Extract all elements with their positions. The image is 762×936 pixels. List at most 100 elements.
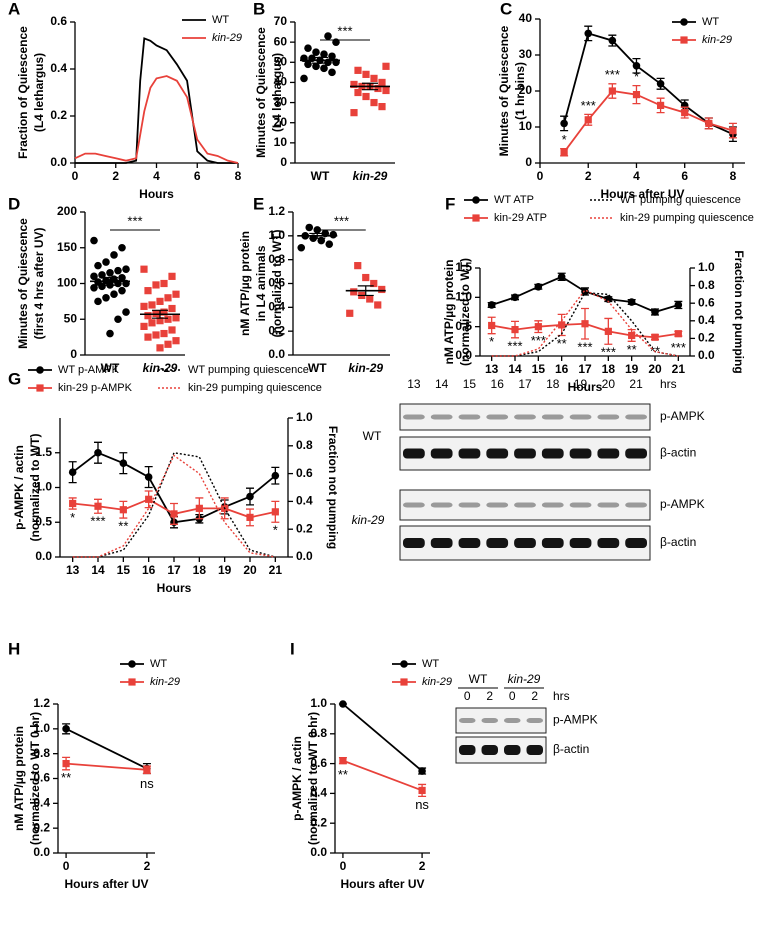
point <box>98 282 106 291</box>
sem-bar <box>102 276 118 286</box>
significance: ** <box>557 336 567 351</box>
blot-band <box>526 718 543 723</box>
sem-bar <box>312 56 328 64</box>
significance: ** <box>61 770 71 785</box>
lane-label: 19 <box>574 377 588 391</box>
sem-bar <box>152 309 168 319</box>
point <box>328 52 336 61</box>
blot-band <box>541 538 564 548</box>
y-tick-label: 70 <box>274 14 288 28</box>
point <box>160 279 168 288</box>
blot-band <box>569 448 592 459</box>
x-tick-label: 8 <box>235 169 242 183</box>
point <box>680 18 688 26</box>
point <box>246 492 254 501</box>
lane-label: 13 <box>407 377 421 391</box>
point <box>164 315 172 323</box>
point <box>628 331 636 340</box>
lane-label: 0 <box>509 689 516 703</box>
x-tick-label: kin-29 <box>143 361 178 375</box>
y-tick-label: 150 <box>57 240 77 254</box>
y-axis-title: (normalized to WT 0 hr) <box>28 712 42 845</box>
x-tick-label: 2 <box>585 169 592 183</box>
point <box>98 271 106 279</box>
blot-band <box>514 502 536 508</box>
point <box>604 295 613 303</box>
point <box>69 499 77 508</box>
x-tick-label: 16 <box>142 563 156 577</box>
y-tick-label: 1.0 <box>268 228 285 242</box>
point <box>651 308 659 316</box>
point <box>62 760 70 768</box>
lane-label: 2 <box>486 689 493 703</box>
y-tick-label: 1.0 <box>310 696 327 710</box>
point <box>656 101 665 109</box>
point <box>156 297 164 305</box>
point <box>164 340 172 348</box>
y-tick-label: 1.0 <box>296 410 313 424</box>
blot-band <box>481 718 498 723</box>
x-axis-title: Hours <box>568 380 603 394</box>
x-tick-label: 21 <box>269 563 283 577</box>
lane-label: 18 <box>546 377 560 391</box>
point <box>350 109 358 117</box>
y-axis-title: (first 4 hrs after UV) <box>32 227 46 339</box>
point <box>400 678 408 686</box>
y-tick-label: 0.4 <box>33 796 50 810</box>
blot-band <box>430 448 453 459</box>
lane-label: 14 <box>435 377 449 391</box>
y2-axis-title: Fraction not pumping <box>326 426 340 549</box>
significance: * <box>634 69 639 84</box>
legend-label: WT <box>422 658 439 670</box>
series-line <box>74 75 239 164</box>
y-tick-label: 30 <box>274 95 288 109</box>
point <box>90 272 98 281</box>
series-line <box>66 762 147 771</box>
point <box>106 268 114 277</box>
significance: *** <box>577 339 592 354</box>
legend-label: kin-29 <box>150 676 180 688</box>
point <box>246 513 254 521</box>
point <box>297 243 306 252</box>
blot-band <box>458 448 481 459</box>
blot-band <box>569 502 592 508</box>
point <box>346 309 354 317</box>
lane-label: 15 <box>463 377 477 391</box>
y-tick-label: 50 <box>64 311 78 325</box>
point <box>488 321 496 330</box>
blot-band <box>486 448 509 459</box>
x-tick-label: kin-29 <box>353 169 388 183</box>
point <box>339 700 347 708</box>
point <box>140 302 148 310</box>
blot-band <box>486 538 509 548</box>
y-tick-label: 1.2 <box>268 204 285 218</box>
x-tick-label: 15 <box>532 362 546 376</box>
panel-letter: H <box>8 639 20 658</box>
group-label: WT <box>363 429 382 443</box>
x-tick-label: 14 <box>508 362 522 376</box>
point <box>339 757 347 765</box>
series-line <box>72 454 276 558</box>
legend-label: kin-29 <box>422 676 452 688</box>
point <box>560 119 568 128</box>
point <box>114 315 122 324</box>
y-axis-title: nM ATP/µg protein <box>442 260 456 365</box>
y-tick-label: 1.0 <box>698 260 715 274</box>
y-tick-label: 1.0 <box>33 721 50 735</box>
x-tick-label: 20 <box>648 362 662 376</box>
point <box>148 319 156 327</box>
point <box>674 330 682 338</box>
y-tick-label: 0.2 <box>698 331 715 345</box>
significance: *** <box>507 338 522 353</box>
point <box>681 109 689 117</box>
point <box>374 84 382 93</box>
significance: * <box>273 523 278 538</box>
y-axis-title: (1 hr bins) <box>513 62 527 120</box>
y-axis-title: Minutes of Quiescence <box>254 27 268 158</box>
y-tick-label: 0.4 <box>50 61 67 75</box>
lane-label: 16 <box>491 377 505 391</box>
legend-label: kin-29 p-AMPK <box>58 382 133 394</box>
point <box>632 62 641 70</box>
lane-label: 17 <box>518 377 532 391</box>
panel-letter: C <box>500 0 512 18</box>
